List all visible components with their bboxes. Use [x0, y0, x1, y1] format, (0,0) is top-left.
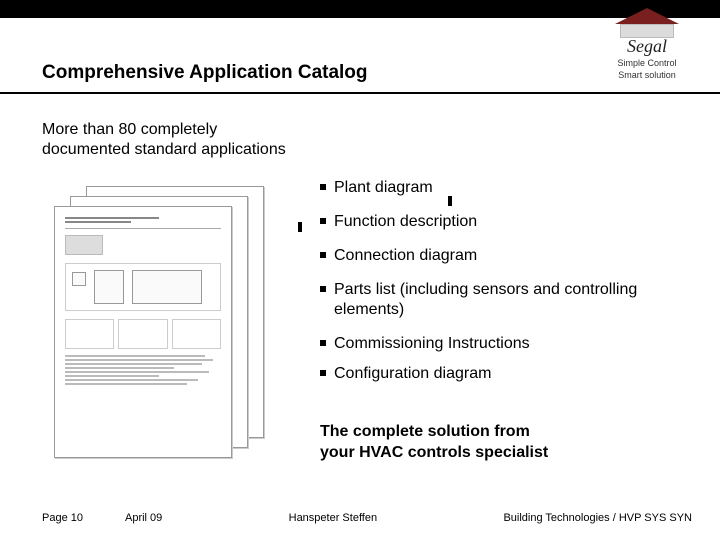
footer-author: Hanspeter Steffen [289, 512, 377, 524]
doc-text-block [65, 355, 221, 385]
bullet-item: Plant diagram [320, 178, 680, 198]
footer-page: Page 10 [42, 512, 83, 524]
doc-header-area [65, 217, 221, 229]
logo-tagline-1: Simple Control [592, 59, 702, 69]
document-stack-illustration [54, 186, 274, 466]
slide-footer: Page 10 April 09 Hanspeter Steffen Build… [0, 512, 720, 524]
tagline: The complete solution from your HVAC con… [320, 422, 680, 464]
tagline-line-2: your HVAC controls specialist [320, 443, 680, 464]
logo-roof-icon [615, 8, 679, 24]
logo-brand-text: Segal [592, 36, 702, 57]
subtitle-line-1: More than 80 completely [42, 120, 286, 140]
doc-diagram-area [65, 263, 221, 311]
logo-tagline-2: Smart solution [592, 71, 702, 81]
decorative-tick-1 [298, 222, 302, 232]
bullet-list: Plant diagram Function description Conne… [320, 178, 680, 398]
tagline-line-1: The complete solution from [320, 422, 680, 443]
footer-org: Building Technologies / HVP SYS SYN [503, 512, 692, 524]
footer-date: April 09 [125, 512, 162, 524]
doc-chart-row [65, 319, 221, 349]
bullet-item: Commissioning Instructions [320, 334, 680, 354]
bullet-item: Function description [320, 212, 680, 232]
slide-subtitle: More than 80 completely documented stand… [42, 120, 286, 160]
doc-product-image-icon [65, 235, 103, 255]
document-page-front [54, 206, 232, 458]
bullet-item: Parts list (including sensors and contro… [320, 280, 680, 320]
subtitle-line-2: documented standard applications [42, 140, 286, 160]
bullet-item: Configuration diagram [320, 364, 680, 384]
bullet-item: Connection diagram [320, 246, 680, 266]
slide-title: Comprehensive Application Catalog [42, 62, 368, 84]
brand-logo: Segal Simple Control Smart solution [592, 8, 702, 81]
title-underline [0, 92, 720, 94]
